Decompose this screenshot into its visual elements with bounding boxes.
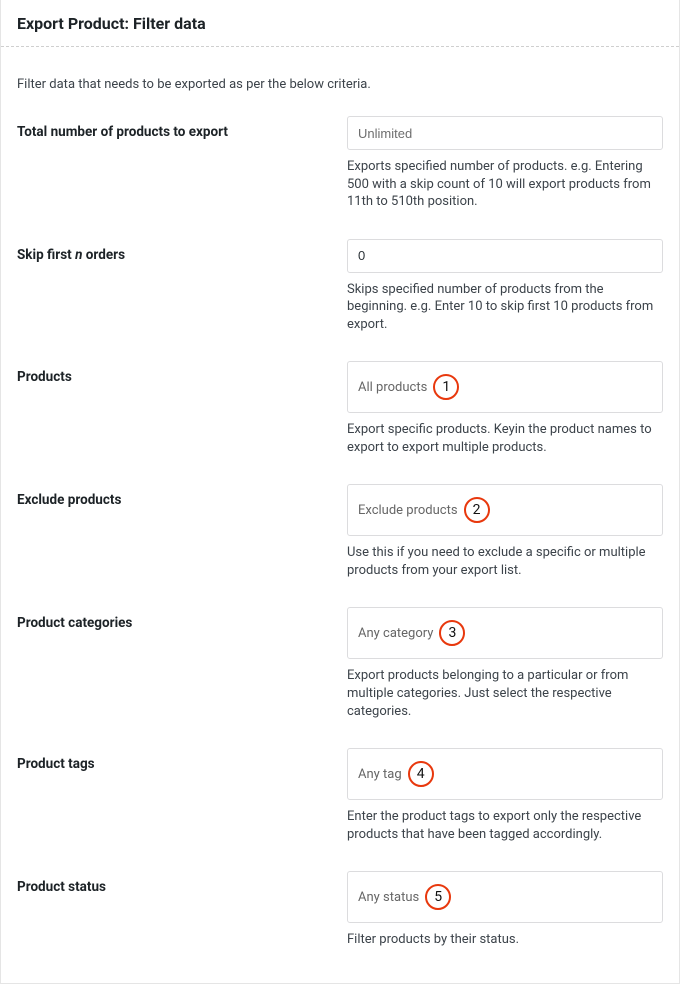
panel-header: Export Product: Filter data — [1, 0, 679, 47]
help-product-status: Filter products by their status. — [347, 931, 663, 949]
control-product-tags: Any tag 4 Enter the product tags to expo… — [347, 748, 663, 843]
annotation-badge-4: 4 — [408, 761, 434, 787]
label-skip-prefix: Skip first — [17, 247, 75, 263]
field-product-categories: Product categories Any category 3 Export… — [1, 603, 679, 744]
help-product-tags: Enter the product tags to export only th… — [347, 808, 663, 843]
control-products: All products 1 Export specific products.… — [347, 361, 663, 456]
select-exclude-products[interactable]: Exclude products 2 — [347, 484, 663, 536]
annotation-badge-1: 1 — [433, 374, 459, 400]
help-exclude-products: Use this if you need to exclude a specif… — [347, 544, 663, 579]
label-skip-suffix: orders — [82, 247, 125, 263]
control-total-products: Exports specified number of products. e.… — [347, 116, 663, 211]
select-product-status[interactable]: Any status 5 — [347, 871, 663, 923]
export-filter-panel: Export Product: Filter data Filter data … — [0, 0, 680, 984]
input-total-products[interactable] — [347, 116, 663, 150]
annotation-badge-2: 2 — [464, 497, 490, 523]
annotation-badge-5: 5 — [425, 884, 451, 910]
select-product-categories[interactable]: Any category 3 — [347, 607, 663, 659]
label-total-products: Total number of products to export — [17, 116, 347, 140]
select-products[interactable]: All products 1 — [347, 361, 663, 413]
help-products: Export specific products. Keyin the prod… — [347, 421, 663, 456]
label-product-categories: Product categories — [17, 607, 347, 631]
annotation-badge-3: 3 — [439, 620, 465, 646]
control-exclude-products: Exclude products 2 Use this if you need … — [347, 484, 663, 579]
panel-title: Export Product: Filter data — [17, 14, 663, 33]
input-skip-first[interactable] — [347, 239, 663, 273]
control-product-categories: Any category 3 Export products belonging… — [347, 607, 663, 720]
label-product-tags: Product tags — [17, 748, 347, 772]
intro-text: Filter data that needs to be exported as… — [1, 63, 679, 112]
label-exclude-products: Exclude products — [17, 484, 347, 508]
panel-body: Filter data that needs to be exported as… — [1, 47, 679, 983]
field-product-tags: Product tags Any tag 4 Enter the product… — [1, 744, 679, 867]
select-product-tags[interactable]: Any tag 4 — [347, 748, 663, 800]
control-product-status: Any status 5 Filter products by their st… — [347, 871, 663, 949]
field-total-products: Total number of products to export Expor… — [1, 112, 679, 235]
placeholder-exclude-products: Exclude products — [358, 503, 458, 518]
help-total-products: Exports specified number of products. e.… — [347, 158, 663, 211]
field-products: Products All products 1 Export specific … — [1, 357, 679, 480]
field-exclude-products: Exclude products Exclude products 2 Use … — [1, 480, 679, 603]
label-product-status: Product status — [17, 871, 347, 895]
placeholder-product-tags: Any tag — [358, 767, 402, 782]
field-skip-first: Skip first n orders Skips specified numb… — [1, 235, 679, 358]
placeholder-product-status: Any status — [358, 890, 419, 905]
label-products: Products — [17, 361, 347, 385]
help-skip-first: Skips specified number of products from … — [347, 281, 663, 334]
field-product-status: Product status Any status 5 Filter produ… — [1, 867, 679, 959]
control-skip-first: Skips specified number of products from … — [347, 239, 663, 334]
placeholder-product-categories: Any category — [358, 626, 433, 641]
help-product-categories: Export products belonging to a particula… — [347, 667, 663, 720]
label-skip-first: Skip first n orders — [17, 239, 347, 263]
placeholder-products: All products — [358, 380, 427, 395]
